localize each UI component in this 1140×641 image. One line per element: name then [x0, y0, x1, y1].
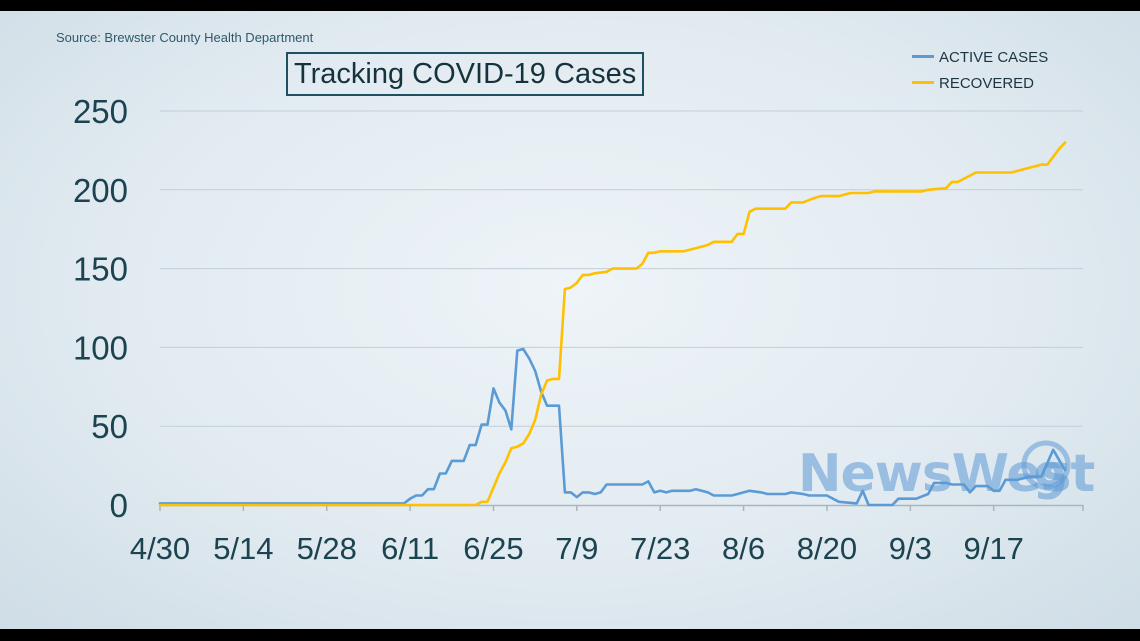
source-credit: Source: Brewster County Health Departmen…: [56, 30, 314, 45]
x-tick-label: 5/28: [297, 531, 357, 566]
y-tick-label: 100: [73, 329, 128, 366]
logo-number: 9: [1033, 453, 1068, 511]
chart-panel: NewsWest 9 0 50 100 150 200 250 4/30 5/14 5/28 6/…: [0, 11, 1140, 629]
legend-item-active-cases: ACTIVE CASES: [912, 49, 1048, 66]
x-tick-label: 8/20: [797, 531, 857, 566]
x-tick-label: 9/17: [964, 531, 1024, 566]
series-line-active-cases: [158, 347, 1067, 507]
x-tick-label: 8/6: [722, 531, 765, 566]
x-tick-labels: 4/30 5/14 5/28 6/11 6/25 7/9 7/23 8/6 8/20 9/3 9/1…: [130, 531, 1024, 566]
legend-label-active: ACTIVE CASES: [939, 49, 1049, 66]
series-line-recovered: [158, 141, 1067, 507]
y-tick-labels: 0 50 100 150 200 250: [73, 93, 128, 524]
legend-label-recovered: RECOVERED: [939, 75, 1035, 92]
y-tick-label: 200: [73, 172, 128, 209]
chart-title: Tracking COVID-19 Cases: [286, 52, 645, 96]
x-tick-label: 6/11: [381, 531, 439, 566]
x-tick-label: 5/14: [213, 531, 273, 566]
y-tick-label: 50: [91, 408, 128, 445]
x-tick-label: 7/9: [555, 531, 598, 566]
logo-wordmark: NewsWest: [798, 444, 1095, 504]
y-tick-label: 250: [73, 93, 128, 130]
legend-swatch-active: [912, 54, 934, 58]
x-tick-label: 7/23: [630, 531, 690, 566]
x-tick-label: 6/25: [463, 531, 523, 566]
gridlines: [160, 110, 1083, 427]
x-tick-label: 9/3: [889, 531, 932, 566]
y-tick-label: 150: [73, 251, 128, 288]
legend-swatch-recovered: [912, 80, 934, 84]
y-tick-label: 0: [110, 487, 128, 524]
legend-item-recovered: RECOVERED: [912, 75, 1034, 92]
x-tick-label: 4/30: [130, 531, 190, 566]
series-lines: [158, 141, 1067, 507]
logo-ring: [1021, 440, 1071, 490]
